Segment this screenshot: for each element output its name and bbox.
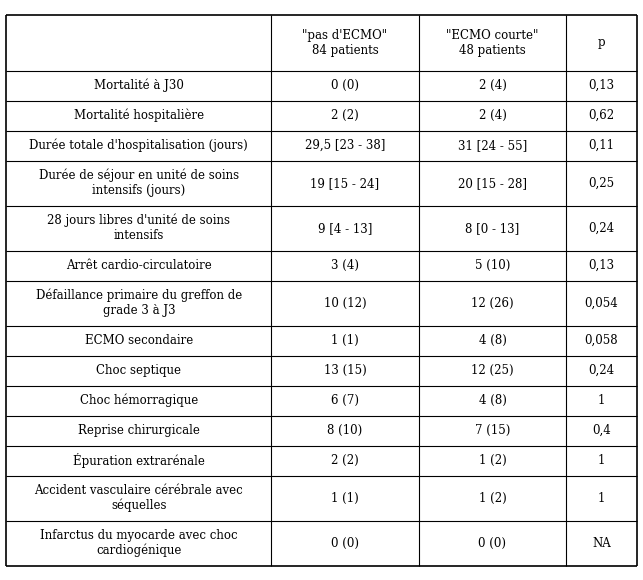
Text: 0,054: 0,054 bbox=[584, 296, 619, 310]
Text: 13 (15): 13 (15) bbox=[323, 364, 367, 377]
Text: Mortalité hospitalière: Mortalité hospitalière bbox=[74, 109, 204, 122]
Text: 4 (8): 4 (8) bbox=[478, 334, 507, 347]
Text: 0,24: 0,24 bbox=[588, 364, 615, 377]
Text: 31 [24 - 55]: 31 [24 - 55] bbox=[458, 139, 527, 152]
Text: 1 (1): 1 (1) bbox=[331, 491, 359, 505]
Text: 8 (10): 8 (10) bbox=[327, 424, 363, 437]
Text: 2 (4): 2 (4) bbox=[478, 109, 507, 122]
Text: "pas d'ECMO"
84 patients: "pas d'ECMO" 84 patients bbox=[302, 28, 388, 57]
Text: 1 (2): 1 (2) bbox=[478, 491, 506, 505]
Text: 12 (26): 12 (26) bbox=[471, 296, 514, 310]
Text: 1 (1): 1 (1) bbox=[331, 334, 359, 347]
Text: 1 (2): 1 (2) bbox=[478, 454, 506, 467]
Text: ECMO secondaire: ECMO secondaire bbox=[85, 334, 193, 347]
Text: Durée de séjour en unité de soins
intensifs (jours): Durée de séjour en unité de soins intens… bbox=[39, 169, 239, 197]
Text: NA: NA bbox=[592, 536, 611, 549]
Text: p: p bbox=[597, 36, 605, 49]
Text: 2 (4): 2 (4) bbox=[478, 79, 507, 92]
Text: Choc hémorragique: Choc hémorragique bbox=[80, 394, 198, 407]
Text: 0,4: 0,4 bbox=[592, 424, 611, 437]
Text: 5 (10): 5 (10) bbox=[475, 259, 510, 272]
Text: 12 (25): 12 (25) bbox=[471, 364, 514, 377]
Text: 0,13: 0,13 bbox=[588, 79, 615, 92]
Text: 7 (15): 7 (15) bbox=[475, 424, 510, 437]
Text: 1: 1 bbox=[598, 454, 605, 467]
Text: 0,24: 0,24 bbox=[588, 222, 615, 235]
Text: 0,11: 0,11 bbox=[588, 139, 614, 152]
Text: Défaillance primaire du greffon de
grade 3 à J3: Défaillance primaire du greffon de grade… bbox=[36, 289, 242, 317]
Text: Mortalité à J30: Mortalité à J30 bbox=[94, 79, 184, 92]
Text: Reprise chirurgicale: Reprise chirurgicale bbox=[78, 424, 200, 437]
Text: 2 (2): 2 (2) bbox=[331, 109, 359, 122]
Text: 0 (0): 0 (0) bbox=[331, 536, 359, 549]
Text: Accident vasculaire cérébrale avec
séquelles: Accident vasculaire cérébrale avec séque… bbox=[35, 484, 243, 512]
Text: 0 (0): 0 (0) bbox=[331, 79, 359, 92]
Text: 28 jours libres d'unité de soins
intensifs: 28 jours libres d'unité de soins intensi… bbox=[48, 214, 230, 242]
Text: 29,5 [23 - 38]: 29,5 [23 - 38] bbox=[305, 139, 385, 152]
Text: 1: 1 bbox=[598, 394, 605, 407]
Text: 9 [4 - 13]: 9 [4 - 13] bbox=[318, 222, 372, 235]
Text: 4 (8): 4 (8) bbox=[478, 394, 507, 407]
Text: Durée totale d'hospitalisation (jours): Durée totale d'hospitalisation (jours) bbox=[30, 139, 248, 153]
Text: 6 (7): 6 (7) bbox=[331, 394, 359, 407]
Text: 3 (4): 3 (4) bbox=[331, 259, 359, 272]
Text: 0,058: 0,058 bbox=[584, 334, 618, 347]
Text: "ECMO courte"
48 patients: "ECMO courte" 48 patients bbox=[446, 28, 539, 57]
Text: 0 (0): 0 (0) bbox=[478, 536, 507, 549]
Text: 2 (2): 2 (2) bbox=[331, 454, 359, 467]
Text: 0,25: 0,25 bbox=[588, 177, 615, 190]
Text: Infarctus du myocarde avec choc
cardiogénique: Infarctus du myocarde avec choc cardiogé… bbox=[40, 529, 238, 557]
Text: 0,13: 0,13 bbox=[588, 259, 615, 272]
Text: 10 (12): 10 (12) bbox=[323, 296, 367, 310]
Text: 0,62: 0,62 bbox=[588, 109, 615, 122]
Text: Arrêt cardio-circulatoire: Arrêt cardio-circulatoire bbox=[66, 259, 212, 272]
Text: 19 [15 - 24]: 19 [15 - 24] bbox=[311, 177, 379, 190]
Text: 1: 1 bbox=[598, 491, 605, 505]
Text: Choc septique: Choc septique bbox=[96, 364, 181, 377]
Text: 20 [15 - 28]: 20 [15 - 28] bbox=[458, 177, 527, 190]
Text: Épuration extrarénale: Épuration extrarénale bbox=[73, 453, 204, 468]
Text: 8 [0 - 13]: 8 [0 - 13] bbox=[466, 222, 520, 235]
